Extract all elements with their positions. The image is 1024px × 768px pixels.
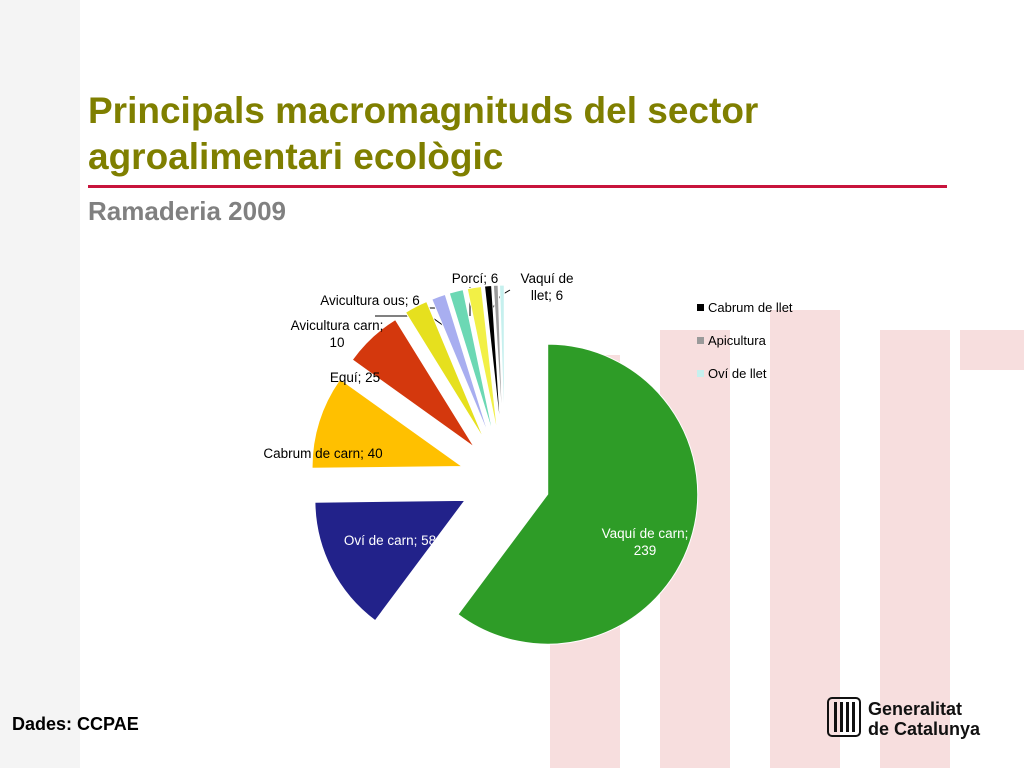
legend-marker — [697, 337, 704, 344]
legend-label: Oví de llet — [708, 366, 767, 381]
data-label: Vaquí de llet; 6 — [520, 271, 574, 303]
data-label: Avicultura ous; 6 — [320, 293, 420, 308]
data-label: Vaquí de carn; 239 — [601, 526, 689, 558]
pie-slice — [311, 378, 464, 469]
pie-slice — [492, 284, 504, 436]
rule — [88, 185, 947, 188]
logo-icon — [827, 697, 861, 737]
title: Principals macromagnituds del sector agr… — [88, 90, 759, 177]
data-label: Oví de carn; 58 — [343, 533, 437, 548]
pie-slice — [351, 318, 475, 448]
data-label: Porcí; 6 — [451, 271, 499, 286]
watermark — [770, 310, 840, 768]
pie-slice — [499, 284, 505, 436]
logo-text: de Catalunya — [868, 719, 981, 739]
pie-slice — [483, 284, 502, 436]
data-label: Avicultura carn; 10 — [290, 318, 384, 350]
watermark — [880, 330, 950, 768]
pie-slice — [431, 293, 491, 438]
watermark — [0, 0, 80, 768]
logo-text: Generalitat — [868, 699, 963, 719]
legend-marker — [697, 304, 704, 311]
watermark — [960, 330, 1024, 370]
subtitle: Ramaderia 2009 — [88, 196, 287, 226]
legend-label: Apicultura — [708, 333, 766, 348]
legend-marker — [697, 370, 704, 377]
pie-slice — [466, 285, 499, 436]
pie-slice — [457, 343, 699, 645]
legend-label: Cabrum de llet — [708, 300, 793, 315]
data-label: Equí; 25 — [329, 370, 381, 385]
pie-slice — [404, 300, 485, 441]
pie-slice — [314, 499, 466, 622]
pie-slice — [448, 289, 495, 437]
source: Dades: CCPAE — [12, 714, 139, 734]
data-label: Cabrum de carn; 40 — [263, 446, 383, 461]
